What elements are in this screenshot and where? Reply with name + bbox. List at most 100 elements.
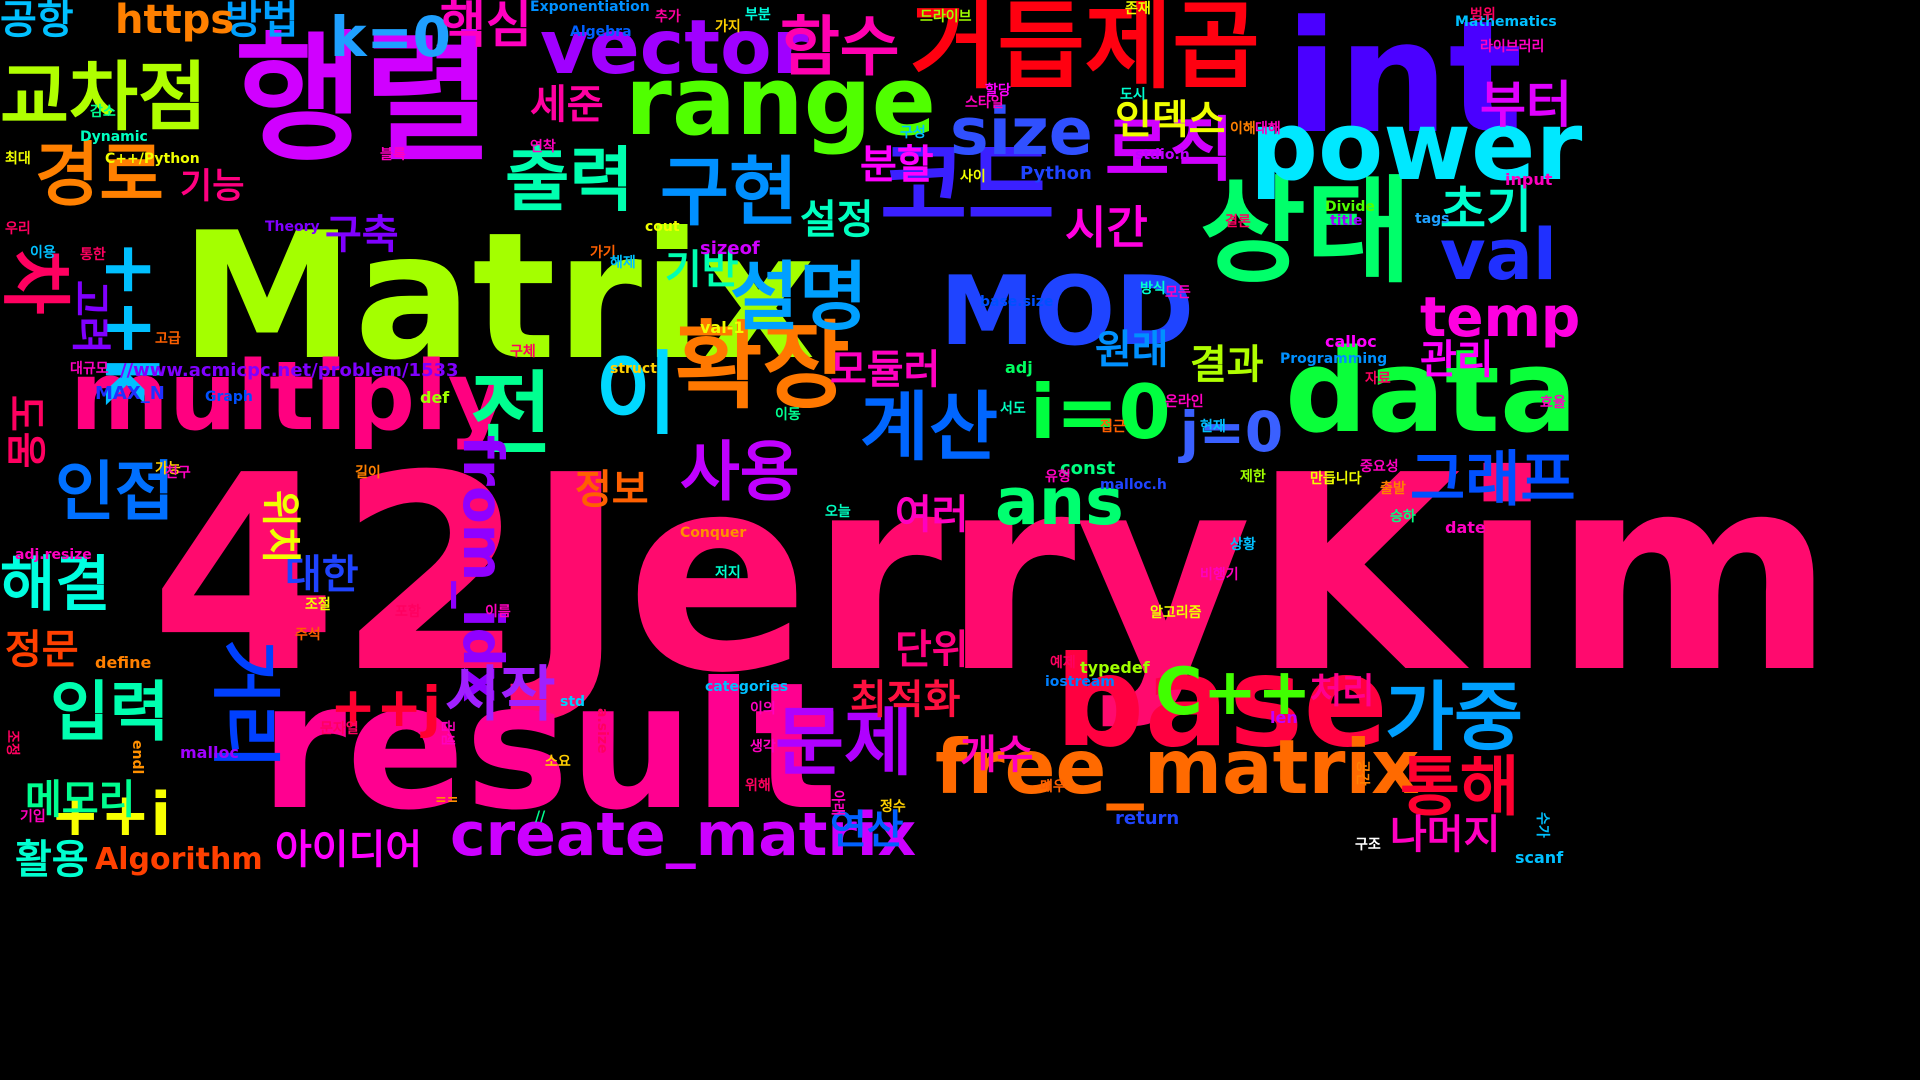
cloud-word: 서도 <box>1000 401 1026 417</box>
cloud-word: 위해 <box>745 778 771 794</box>
cloud-word: 생각 <box>750 739 776 755</box>
cloud-word: 구현 <box>660 148 799 236</box>
cloud-word: 구축 <box>325 212 399 258</box>
cloud-word: range <box>625 47 937 157</box>
cloud-word: 조절 <box>305 597 331 613</box>
cloud-word: 저지 <box>715 565 741 581</box>
cloud-word: return <box>1115 808 1180 829</box>
cloud-word: 현재 <box>1200 419 1226 435</box>
cloud-word: Divide <box>1325 199 1375 215</box>
cloud-word: power <box>1250 92 1583 202</box>
cloud-word: C++/Python <box>105 151 200 167</box>
cloud-word: def <box>420 388 450 407</box>
cloud-word: Programming <box>1280 351 1388 367</box>
cloud-word: Python <box>1020 163 1092 184</box>
cloud-word: 핵심 <box>440 0 532 54</box>
cloud-word: 할당 <box>985 83 1011 99</box>
cloud-word: 대해 <box>1255 121 1281 137</box>
cloud-word: 그래프 <box>1410 445 1576 515</box>
cloud-word: 승하 <box>1390 509 1416 525</box>
cloud-word: 구성 <box>900 125 926 141</box>
cloud-word: 주석 <box>295 627 321 643</box>
cloud-word: 만듭니다 <box>1310 471 1362 487</box>
cloud-word: 이의 <box>750 701 776 717</box>
cloud-word: 아이디어 <box>275 827 423 873</box>
cloud-word: val <box>1440 214 1557 296</box>
cloud-word: 가기 <box>590 245 616 261</box>
cloud-word: 상태 <box>1200 165 1412 299</box>
cloud-word: 모듈러 <box>830 347 941 393</box>
cloud-word: 활용 <box>15 837 89 883</box>
cloud-word: base <box>1055 630 1389 775</box>
cloud-word: 고려 <box>67 280 113 354</box>
cloud-word: 코드 <box>880 132 1055 242</box>
cloud-word: 나머지 <box>1390 812 1501 858</box>
cloud-word: int <box>1285 0 1523 168</box>
cloud-word: 인덱스 <box>1115 97 1226 143</box>
cloud-word: 사용 <box>680 435 800 510</box>
cloud-word: 정문 <box>5 627 79 673</box>
cloud-word: 개수 <box>960 732 1034 778</box>
cloud-word: 유형 <box>1045 469 1071 485</box>
cloud-word: 인접 <box>55 455 175 530</box>
cloud-word: 포함 <box>395 604 421 620</box>
cloud-word: // <box>535 809 546 825</box>
cloud-word: 가지 <box>715 19 741 35</box>
cloud-word: 아래 <box>829 790 845 816</box>
cloud-word: 분할 <box>860 142 934 188</box>
cloud-word: 가능 <box>155 461 181 477</box>
cloud-word: 해제 <box>610 255 636 271</box>
cloud-word: 대한 <box>285 552 359 598</box>
cloud-word: 단위 <box>895 627 969 673</box>
cloud-word: 방식 <box>1140 281 1166 297</box>
cloud-word: 방법 <box>225 0 299 43</box>
cloud-word: 존재 <box>1125 1 1151 17</box>
cloud-word: 함수 <box>780 10 900 85</box>
cloud-word: 계산 <box>860 383 999 471</box>
cloud-word: Matrix <box>180 196 816 399</box>
cloud-word: const <box>1060 458 1116 479</box>
cloud-word: 상황 <box>1230 537 1256 553</box>
cloud-word: 42JerryKim <box>150 417 1835 732</box>
cloud-word: 교차점 <box>0 53 208 141</box>
cloud-word: 자료 <box>1365 371 1391 387</box>
cloud-word: 이용 <box>30 245 56 261</box>
cloud-word: 설정 <box>800 197 874 243</box>
cloud-word: 라이브러리 <box>1480 39 1545 55</box>
cloud-word: Conquer <box>680 525 747 541</box>
cloud-word: 통해 <box>1400 750 1520 825</box>
cloud-word: 통한 <box>80 247 106 263</box>
cloud-word: ans <box>995 465 1124 540</box>
cloud-word: Theory <box>265 219 320 235</box>
cloud-word: 드라이브 <box>920 9 972 25</box>
cloud-word: 기능 <box>180 167 245 207</box>
cloud-word: 매우 <box>1040 779 1066 795</box>
cloud-word: 기반 <box>665 247 739 293</box>
cloud-word: 해결 <box>0 550 111 620</box>
cloud-word: 공간 <box>1354 760 1370 786</box>
cloud-word: 시간 <box>1065 201 1148 254</box>
cloud-word: title <box>1330 213 1363 229</box>
cloud-word: 전 <box>470 362 553 467</box>
cloud-word: i=0 <box>1030 368 1171 456</box>
cloud-word: multiply <box>70 342 510 452</box>
cloud-word: 출력 <box>505 139 634 221</box>
cloud-word: input <box>1505 170 1553 189</box>
cloud-word: 확장 <box>675 312 850 422</box>
cloud-word: 위치 <box>257 490 303 564</box>
cloud-word: 사이 <box>960 169 986 185</box>
cloud-word: 설명 <box>730 253 869 341</box>
cloud-word: 입력 <box>50 675 170 750</box>
cloud-word: 세준 <box>530 82 604 128</box>
cloud-word: 조정 <box>4 730 20 756</box>
cloud-word: 문제 <box>775 698 914 786</box>
cloud-word: 중요성 <box>1360 459 1399 475</box>
cloud-word: == <box>435 792 459 808</box>
cloud-word: date <box>1445 518 1486 537</box>
cloud-word: ++j <box>330 675 442 739</box>
cloud-word: 스타일 <box>965 95 1004 111</box>
cloud-word: 문자열 <box>320 721 359 737</box>
cloud-word: adj <box>1005 358 1033 377</box>
cloud-word: 고급 <box>155 331 181 347</box>
